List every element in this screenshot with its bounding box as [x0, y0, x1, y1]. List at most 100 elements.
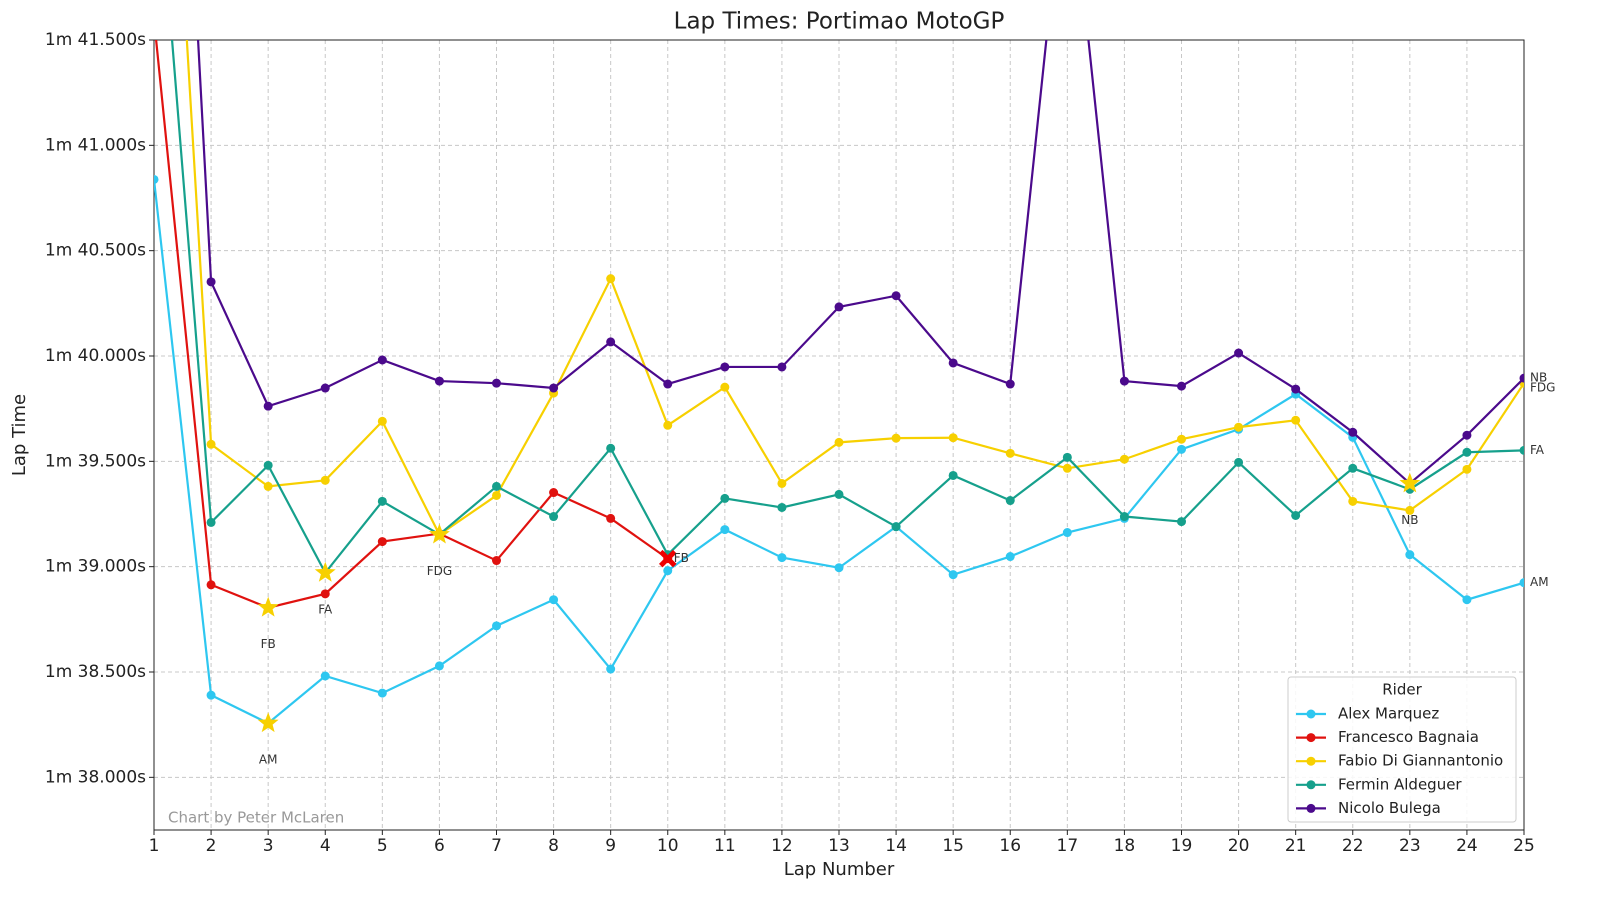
point [1119, 454, 1129, 464]
point [1405, 505, 1415, 515]
fastest-lap-label: NB [1401, 513, 1418, 527]
point [663, 566, 673, 576]
point [206, 517, 216, 527]
point [1291, 510, 1301, 520]
y-tick-label: 1m 38.000s [45, 767, 146, 787]
point [1177, 434, 1186, 444]
y-tick-label: 1m 40.500s [45, 241, 146, 261]
point [1062, 463, 1072, 473]
end-label: AM [1530, 575, 1549, 589]
x-tick-label: 10 [657, 836, 679, 856]
point [1005, 552, 1015, 562]
point [549, 512, 559, 522]
point [549, 488, 559, 498]
legend-label: Fermin Aldeguer [1338, 775, 1462, 793]
x-tick-label: 9 [605, 836, 616, 856]
point [663, 379, 673, 389]
fastest-lap-label: AM [259, 753, 278, 767]
end-label: NB [1530, 371, 1547, 385]
y-tick-label: 1m 39.500s [45, 451, 146, 471]
legend-label: Fabio Di Giannantonio [1338, 752, 1503, 770]
x-tick-label: 8 [548, 836, 559, 856]
point [1462, 430, 1472, 440]
point [777, 553, 787, 563]
fastest-lap-star [314, 561, 336, 582]
fastest-lap-label: FA [318, 602, 333, 616]
point [948, 470, 958, 480]
point [320, 383, 330, 393]
legend-label: Alex Marquez [1338, 705, 1439, 723]
fastest-lap-star [257, 596, 279, 617]
point [206, 580, 216, 590]
point [154, 174, 159, 184]
x-tick-label: 14 [885, 836, 907, 856]
x-tick-label: 2 [206, 836, 217, 856]
point [1519, 445, 1524, 455]
point [1062, 528, 1072, 538]
point [206, 277, 216, 287]
point [320, 475, 330, 485]
y-tick-label: 1m 41.500s [45, 30, 146, 50]
point [834, 302, 844, 312]
x-tick-label: 5 [377, 836, 388, 856]
point [1062, 452, 1072, 462]
plot-frame [153, 39, 1525, 831]
point [377, 416, 387, 426]
point [150, 14, 159, 23]
point [492, 378, 501, 388]
legend-box [1287, 676, 1517, 823]
x-tick-label: 19 [1171, 836, 1193, 856]
point [1005, 379, 1015, 389]
point [834, 437, 844, 447]
point [777, 502, 787, 512]
x-tick-label: 23 [1399, 836, 1421, 856]
fastest-lap-star [1399, 472, 1421, 493]
x-tick-label: 24 [1456, 836, 1478, 856]
point [834, 489, 844, 499]
fastest-lap-label: FDG [427, 564, 452, 578]
point [1462, 447, 1472, 457]
point [1348, 463, 1358, 473]
x-tick-label: 11 [714, 836, 736, 856]
point [206, 439, 216, 449]
point [1348, 496, 1358, 506]
legend-label: Nicolo Bulega [1338, 799, 1441, 817]
point [1348, 427, 1358, 437]
point [1519, 373, 1524, 383]
point [663, 420, 673, 430]
point [1462, 595, 1472, 605]
point [263, 460, 273, 470]
y-tick-label: 1m 38.500s [45, 662, 146, 682]
legend-swatch-dot [1306, 803, 1316, 813]
point [891, 522, 901, 532]
fastest-lap-label: FB [261, 637, 276, 651]
x-tick-label: 1 [149, 836, 160, 856]
x-tick-label: 20 [1228, 836, 1250, 856]
point [549, 383, 559, 393]
point [834, 563, 844, 573]
point [377, 355, 387, 365]
point [948, 433, 958, 443]
point [1405, 550, 1415, 560]
point [492, 490, 501, 500]
x-tick-label: 22 [1342, 836, 1364, 856]
point [377, 688, 387, 698]
legend-swatch-dot [1306, 780, 1316, 790]
fastest-lap-star [429, 523, 450, 544]
point [206, 690, 216, 700]
point [1291, 415, 1301, 425]
plot-area [150, 14, 1524, 728]
point [606, 337, 616, 347]
point [492, 556, 501, 566]
point [320, 589, 330, 599]
point [720, 382, 730, 392]
point [606, 274, 616, 284]
point [263, 481, 273, 491]
point [1177, 444, 1186, 454]
end-label: FDG [1530, 381, 1555, 395]
point [492, 481, 501, 491]
legend-swatch-dot [1306, 709, 1316, 719]
point [549, 595, 559, 605]
end-label: FB [674, 551, 689, 565]
point [891, 291, 901, 301]
